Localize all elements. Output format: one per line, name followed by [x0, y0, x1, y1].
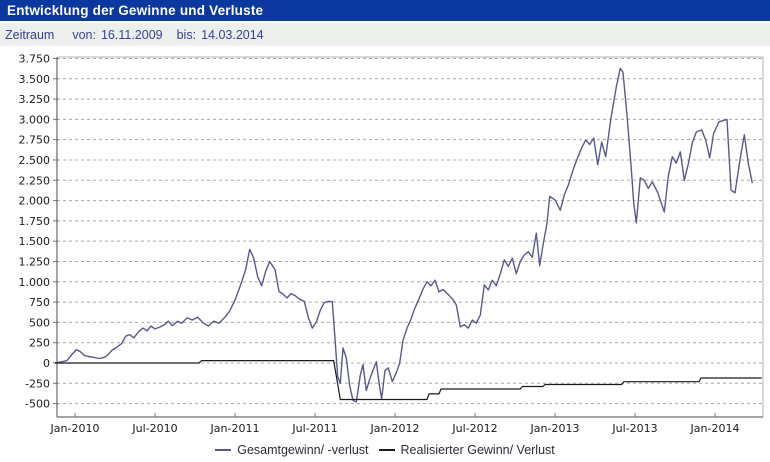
y-tick-label: 1.250 [19, 255, 51, 268]
series-line-realisierter-gewinn [55, 360, 762, 401]
x-tick-label: Jan-2012 [370, 422, 420, 435]
page-title: Entwicklung der Gewinne und Verluste [7, 3, 264, 18]
y-tick-label: 3.750 [19, 52, 51, 65]
period-from-label: von: [72, 27, 96, 42]
y-axis-labels: -500 -250 0 250 500 750 1.000 1.250 1.500 1.750 2.… [19, 52, 57, 411]
chart-area: -500 -250 0 250 500 750 1.000 1.250 1.500 1.750 2.… [0, 46, 770, 462]
y-tick-label: -250 [25, 377, 50, 390]
line-swatch-icon [378, 449, 395, 451]
period-row: Zeitraum von: 16.11.2009 bis: 14.03.2014 [0, 23, 770, 46]
y-tick-label: 2.500 [19, 154, 51, 167]
x-tick-label: Jan-2013 [530, 422, 580, 435]
y-tick-label: 1.500 [19, 235, 51, 248]
x-tick-label: Jan-2014 [690, 422, 740, 435]
period-from-value: 16.11.2009 [100, 27, 163, 42]
legend-item-gesamtgewinn: Gesamtgewinn/ -verlust [215, 443, 369, 457]
y-tick-label: 3.000 [19, 113, 51, 126]
x-tick-label: Jan-2010 [50, 422, 100, 435]
y-tick-label: 2.750 [19, 134, 51, 147]
series-line-gesamtgewinn [54, 67, 753, 403]
y-tick-label: 1.000 [19, 276, 51, 289]
y-gridlines [57, 57, 763, 405]
y-tick-label: 500 [29, 316, 50, 329]
chart-svg: -500 -250 0 250 500 750 1.000 1.250 1.500 1.750 2.… [19, 52, 764, 435]
y-tick-label: 2.250 [19, 174, 51, 187]
x-tick-label: Jul-2010 [131, 422, 177, 435]
header-bar: Entwicklung der Gewinne und Verluste [0, 0, 770, 21]
x-tick-label: Jul-2011 [291, 422, 337, 435]
y-tick-label: -500 [25, 398, 50, 411]
period-label: Zeitraum [5, 27, 55, 42]
y-tick-label: 250 [29, 337, 50, 350]
legend-label: Realisierter Gewinn/ Verlust [400, 443, 555, 457]
period-to-label: bis: [176, 27, 197, 42]
period-to-value: 14.03.2014 [201, 27, 264, 42]
legend-label: Gesamtgewinn/ -verlust [237, 443, 369, 457]
y-tick-label: 2.000 [19, 195, 51, 208]
y-tick-label: 3.500 [19, 73, 51, 86]
y-tick-label: 750 [29, 296, 50, 309]
y-tick-label: 1.750 [19, 215, 51, 228]
x-axis-labels: Jan-2010 Jul-2010 Jan-2011 Jul-2011 Jan-2012… [50, 413, 740, 435]
x-tick-label: Jul-2012 [451, 422, 497, 435]
chart-legend: Gesamtgewinn/ -verlust Realisierter Gewi… [0, 440, 770, 460]
line-swatch-icon [215, 449, 232, 451]
y-tick-label: 3.250 [19, 93, 51, 106]
x-tick-label: Jan-2011 [210, 422, 260, 435]
legend-item-realisierter: Realisierter Gewinn/ Verlust [378, 443, 555, 457]
y-tick-label: 0 [43, 357, 50, 370]
x-tick-label: Jul-2013 [611, 422, 657, 435]
